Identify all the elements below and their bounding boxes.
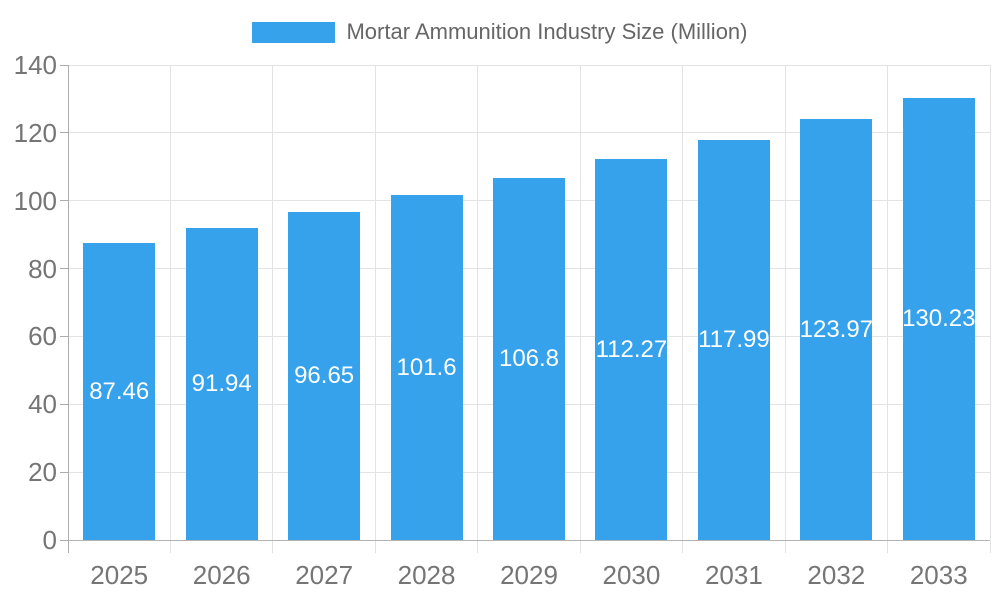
y-tick-mark-0 [60, 539, 68, 541]
x-tick-mark-2 [272, 541, 274, 553]
y-axis-label-80: 80 [28, 253, 57, 284]
x-gridline-9 [989, 65, 991, 540]
x-tick-mark-4 [477, 541, 479, 553]
x-axis-label-2033: 2033 [909, 560, 968, 590]
x-gridline-2 [272, 65, 274, 540]
x-gridline-6 [682, 65, 684, 540]
y-tick-mark-20 [60, 471, 68, 473]
bar-value-label-2029: 106.8 [498, 344, 560, 372]
y-gridline-120 [68, 132, 990, 134]
bar-value-label-2026: 91.94 [191, 370, 252, 398]
x-gridline-8 [887, 65, 889, 540]
y-tick-mark-60 [60, 335, 68, 337]
bar-value-label-2032: 123.97 [799, 315, 874, 343]
x-axis-label-2030: 2030 [602, 560, 661, 590]
bar-value-label-2033: 130.23 [902, 305, 976, 333]
legend[interactable]: Mortar Ammunition Industry Size (Million… [0, 19, 1000, 45]
x-gridline-5 [579, 65, 581, 540]
y-tick-mark-100 [60, 200, 68, 202]
x-gridline-1 [169, 65, 171, 540]
y-axis-label-40: 40 [28, 389, 57, 420]
x-axis-line [68, 540, 990, 541]
bar-2033[interactable]: 130.23 [902, 98, 976, 540]
x-axis-label-2027: 2027 [295, 560, 354, 590]
bar-2027[interactable]: 96.65 [288, 212, 361, 540]
y-axis-label-60: 60 [28, 321, 57, 352]
y-axis-label-20: 20 [28, 457, 57, 488]
x-gridline-4 [477, 65, 479, 540]
x-axis-label-2025: 2025 [90, 560, 149, 590]
bar-2030[interactable]: 112.27 [595, 159, 668, 540]
bar-2029[interactable]: 106.8 [493, 177, 565, 540]
x-tick-mark-8 [887, 541, 889, 553]
x-axis-label-2029: 2029 [500, 560, 558, 590]
y-axis-line [68, 65, 69, 553]
x-tick-mark-5 [579, 541, 581, 553]
bar-2031[interactable]: 117.99 [697, 139, 770, 540]
x-tick-mark-9 [989, 541, 991, 553]
bar-2025[interactable]: 87.46 [83, 243, 156, 540]
y-axis-label-120: 120 [13, 117, 57, 148]
x-tick-mark-3 [374, 541, 376, 553]
bar-2032[interactable]: 123.97 [799, 119, 874, 540]
y-axis-label-100: 100 [13, 185, 57, 216]
x-axis-label-2032: 2032 [807, 560, 866, 590]
x-tick-mark-6 [682, 541, 684, 553]
y-gridline-140 [68, 64, 990, 66]
legend-label: Mortar Ammunition Industry Size (Million… [346, 19, 748, 44]
bar-2026[interactable]: 91.94 [185, 228, 258, 540]
y-tick-mark-140 [60, 64, 68, 66]
bar-value-label-2025: 87.46 [89, 377, 150, 405]
x-gridline-7 [784, 65, 786, 540]
y-tick-mark-80 [60, 268, 68, 270]
bar-value-label-2028: 101.6 [396, 353, 457, 381]
bar-2028[interactable]: 101.6 [390, 195, 463, 540]
x-axis-label-2031: 2031 [704, 560, 763, 590]
bar-value-label-2031: 117.99 [698, 325, 770, 353]
x-axis-label-2028: 2028 [397, 560, 456, 590]
y-tick-mark-40 [60, 403, 68, 405]
x-axis-label-2026: 2026 [192, 560, 251, 590]
x-tick-mark-1 [169, 541, 171, 553]
bar-value-label-2030: 112.27 [595, 335, 668, 363]
bar-value-label-2027: 96.65 [294, 362, 355, 390]
y-axis-label-140: 140 [13, 50, 57, 80]
y-tick-mark-120 [60, 132, 68, 134]
y-axis-label-0: 0 [42, 525, 57, 555]
x-gridline-3 [374, 65, 376, 540]
x-tick-mark-7 [784, 541, 786, 553]
legend-swatch-icon [252, 21, 336, 43]
